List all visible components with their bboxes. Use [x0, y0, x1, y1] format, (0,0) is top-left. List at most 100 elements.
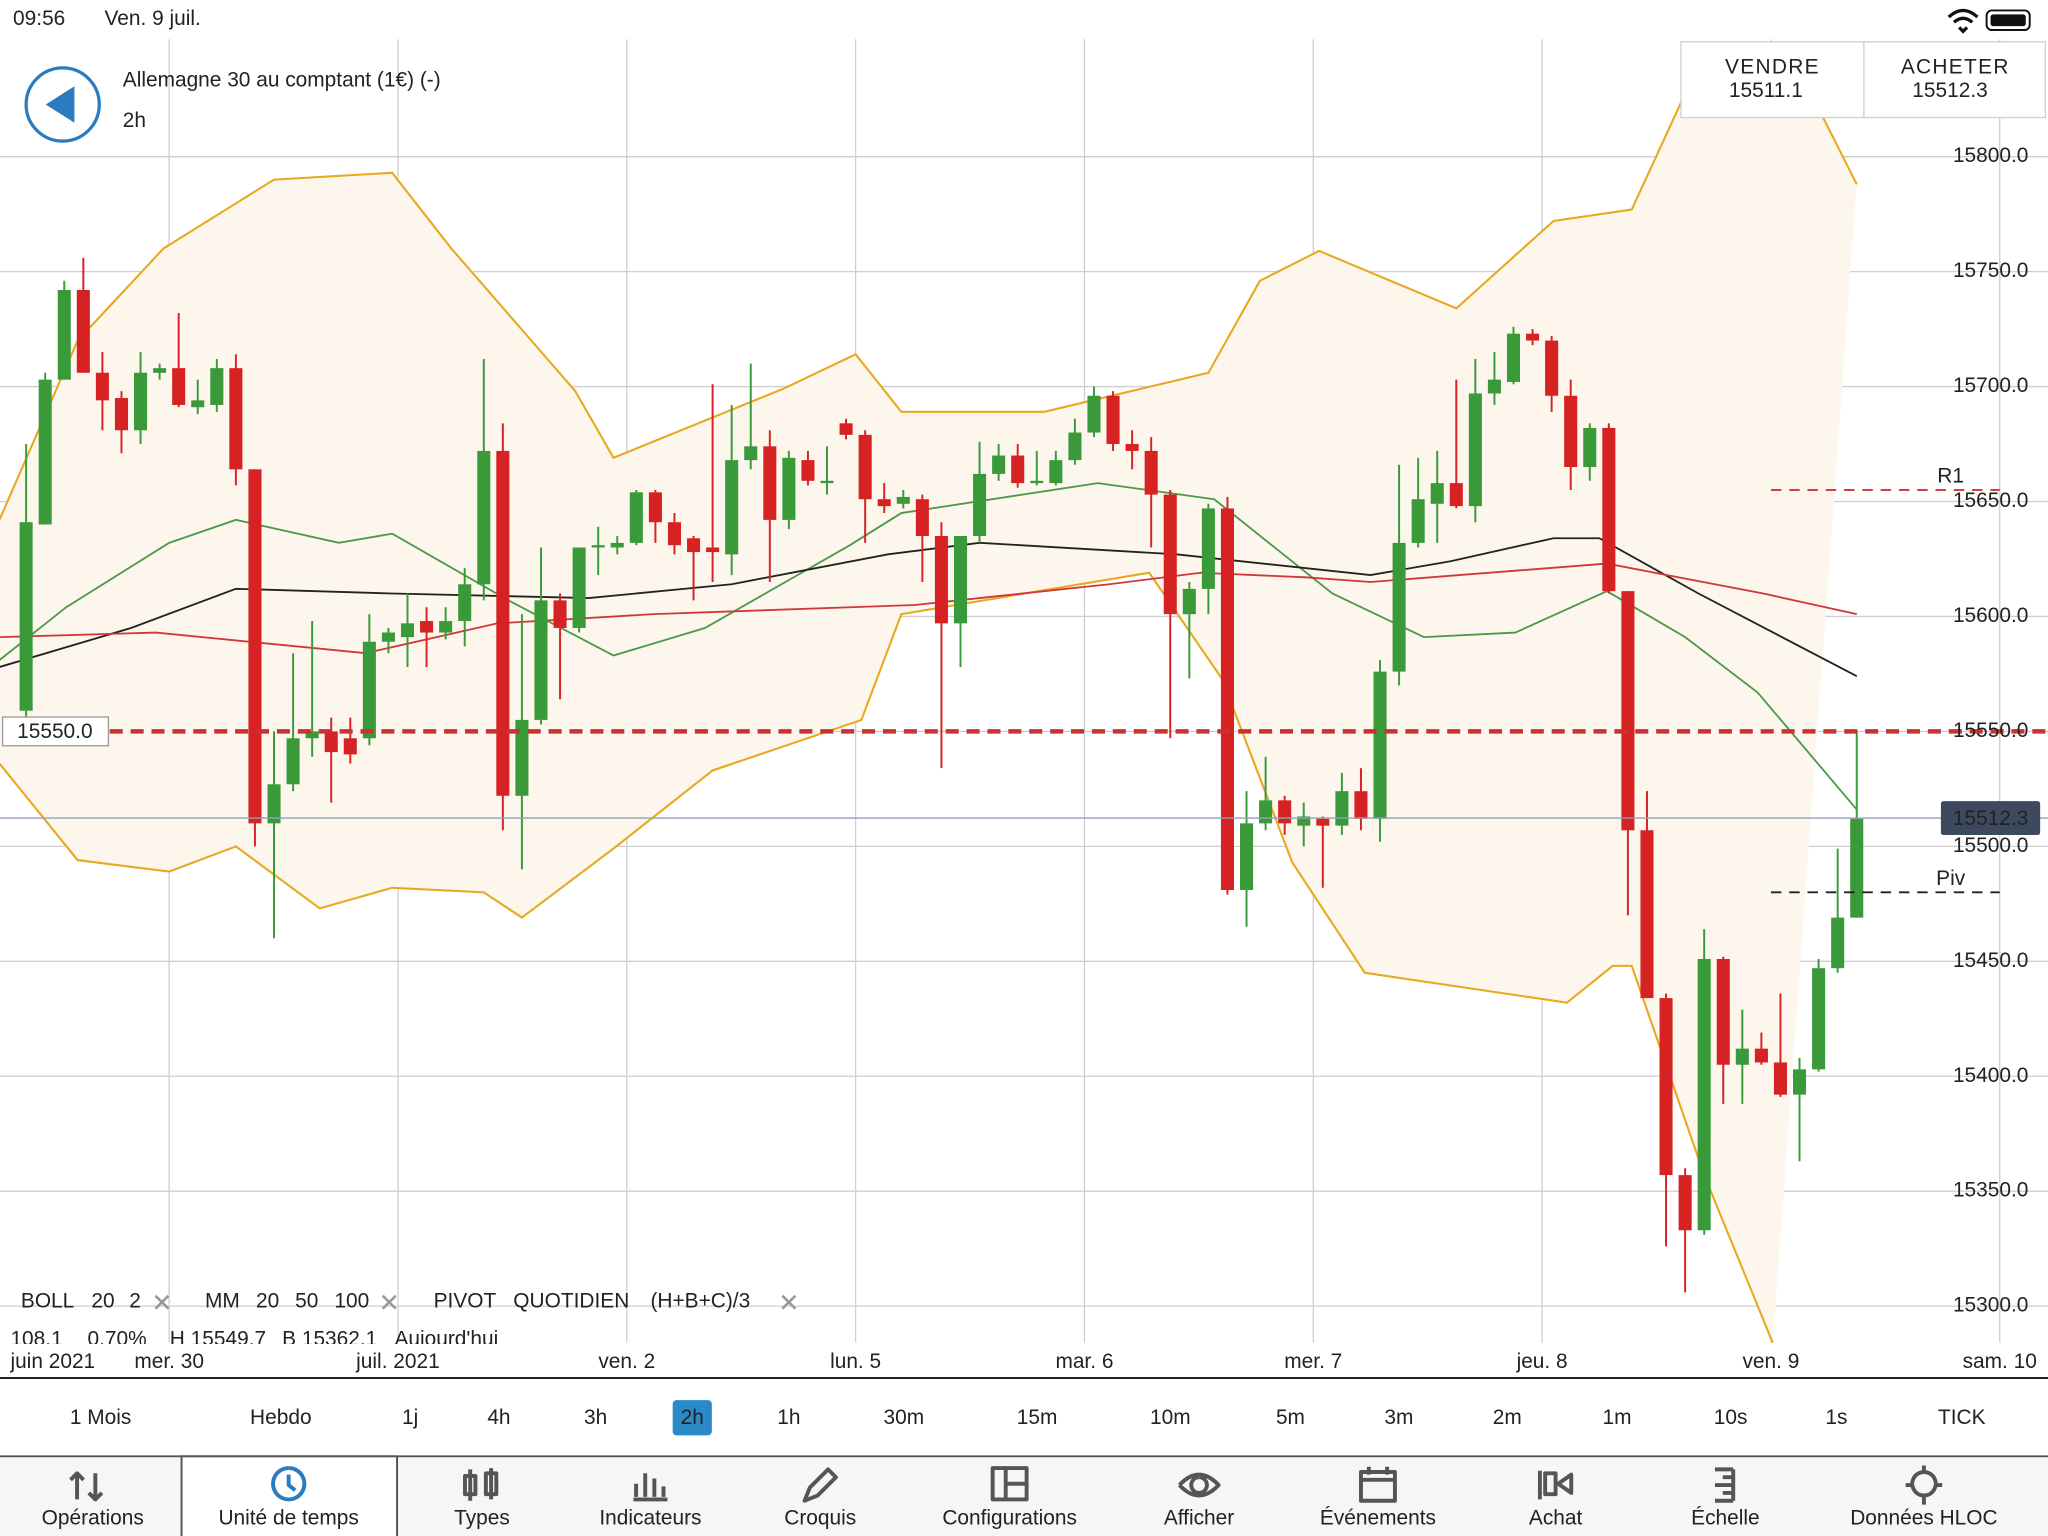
timeframe-option[interactable]: 10m: [1150, 1406, 1191, 1429]
candle-body: [973, 473, 987, 536]
timeframe-option[interactable]: Hebdo: [250, 1406, 312, 1429]
candle-body: [191, 400, 205, 408]
candle-body: [591, 545, 605, 548]
candle-body: [553, 600, 567, 628]
x-tick-label: mer. 7: [1284, 1350, 1342, 1373]
toolbar-icon: [1177, 1472, 1221, 1498]
tf-selected: [672, 1400, 712, 1436]
timeframe-option[interactable]: 1h: [777, 1406, 800, 1429]
timeframe-option[interactable]: 2m: [1493, 1406, 1522, 1429]
boll-upper: [0, 63, 1858, 521]
remove-icon[interactable]: [154, 1294, 170, 1310]
candle-body: [286, 738, 300, 785]
toolbar-item[interactable]: Types: [454, 1507, 510, 1530]
info-value: 0.70%: [88, 1328, 147, 1351]
timeframe-option[interactable]: 10s: [1714, 1406, 1748, 1429]
timeframe-option[interactable]: 30m: [884, 1406, 925, 1429]
candle-body: [1621, 591, 1635, 831]
candle-body: [1259, 800, 1273, 824]
toolbar-item[interactable]: Données HLOC: [1850, 1507, 1997, 1530]
timeframe-option[interactable]: 4h: [487, 1406, 510, 1429]
toolbar-item[interactable]: Événements: [1320, 1507, 1436, 1530]
candle-body: [1030, 480, 1044, 484]
timeframe-option[interactable]: 5m: [1276, 1406, 1305, 1429]
toolbar-item[interactable]: Indicateurs: [599, 1507, 701, 1530]
toolbar-item[interactable]: Afficher: [1164, 1507, 1234, 1530]
candle-body: [801, 460, 815, 481]
candle-body: [744, 446, 758, 461]
y-tick-label: 15500.0: [1953, 834, 2028, 857]
alert-badge-text: 15550.0: [17, 720, 92, 743]
toolbar-icon: [802, 1467, 838, 1503]
candle-body: [953, 535, 968, 624]
x-tick-label: mer. 30: [134, 1350, 204, 1373]
timeframe-option[interactable]: 1 Mois: [70, 1406, 131, 1429]
timeframe-option[interactable]: 1m: [1602, 1406, 1631, 1429]
remove-icon[interactable]: [781, 1294, 797, 1310]
toolbar-icon: [990, 1466, 1029, 1502]
candle-body: [1125, 444, 1139, 451]
remove-icon[interactable]: [381, 1294, 397, 1310]
candle-body: [1659, 998, 1673, 1176]
info-value: 108.1: [10, 1328, 62, 1351]
toolbar-item[interactable]: Unité de temps: [218, 1507, 358, 1530]
candle-body: [1240, 823, 1254, 891]
timeframe-option[interactable]: TICK: [1938, 1406, 1986, 1429]
timeframe-option[interactable]: 1s: [1825, 1406, 1847, 1429]
candle-body: [534, 600, 548, 720]
candle-body: [763, 446, 777, 520]
toolbar-item[interactable]: Échelle: [1691, 1507, 1759, 1530]
candle-body: [229, 368, 243, 470]
toolbar-item[interactable]: Croquis: [784, 1507, 856, 1530]
candle-body: [687, 538, 701, 553]
timeframe-option[interactable]: 2h: [681, 1406, 704, 1429]
toolbar-item[interactable]: Configurations: [942, 1507, 1077, 1530]
toolbar-item[interactable]: Achat: [1529, 1507, 1583, 1530]
candle-body: [1430, 483, 1444, 504]
info-value: H 15549.7: [170, 1328, 266, 1351]
chart-area: R1 Piv: [0, 39, 2048, 1343]
toolbar-icon: [271, 1466, 307, 1502]
timeframe-option[interactable]: 1j: [402, 1406, 418, 1429]
x-tick-label: lun. 5: [830, 1350, 881, 1373]
timeframe-option[interactable]: 15m: [1017, 1406, 1058, 1429]
x-tick-label: ven. 9: [1742, 1350, 1799, 1373]
y-tick-label: 15800.0: [1953, 144, 2028, 167]
candle-body: [725, 460, 739, 555]
last-price-text: 15512.3: [1953, 807, 2028, 830]
timeframe-option[interactable]: 3m: [1384, 1406, 1413, 1429]
y-tick-label: 15750.0: [1953, 259, 2028, 282]
status-time: 09:56: [13, 7, 65, 30]
toolbar-icon: [1714, 1467, 1736, 1503]
candle-body: [1201, 508, 1215, 589]
alert-badge: [1, 716, 110, 747]
x-tick-label: sam. 10: [1963, 1350, 2037, 1373]
candle-body: [1793, 1069, 1807, 1095]
candle-body: [305, 731, 319, 739]
back-arrow: [45, 86, 75, 123]
candle-body: [134, 372, 148, 431]
wifi-icon: [1947, 8, 1979, 34]
candle-body: [896, 496, 910, 504]
candle-body: [1278, 800, 1292, 824]
legend-param: QUOTIDIEN: [513, 1290, 629, 1313]
buy-price: 15512.3: [1912, 79, 1987, 102]
candle-body: [820, 480, 834, 484]
candle-body: [1640, 830, 1654, 999]
candle-body: [477, 450, 491, 585]
candle-body: [1697, 958, 1711, 1231]
toolbar-item[interactable]: Opérations: [42, 1507, 144, 1530]
candle-body: [839, 423, 853, 435]
candle-body: [1526, 333, 1540, 341]
candle-body: [1506, 333, 1521, 382]
candle-body: [381, 632, 395, 642]
y-tick-label: 15450.0: [1953, 949, 2028, 972]
timeframe-option[interactable]: 3h: [584, 1406, 607, 1429]
legend-period: 100: [334, 1290, 369, 1313]
candle-body: [1144, 450, 1158, 495]
pivot-label: Piv: [1936, 867, 1966, 890]
candle-body: [38, 379, 52, 525]
candle-body: [343, 738, 357, 755]
candle-body: [1545, 340, 1559, 396]
battery-level: [1990, 14, 2026, 27]
